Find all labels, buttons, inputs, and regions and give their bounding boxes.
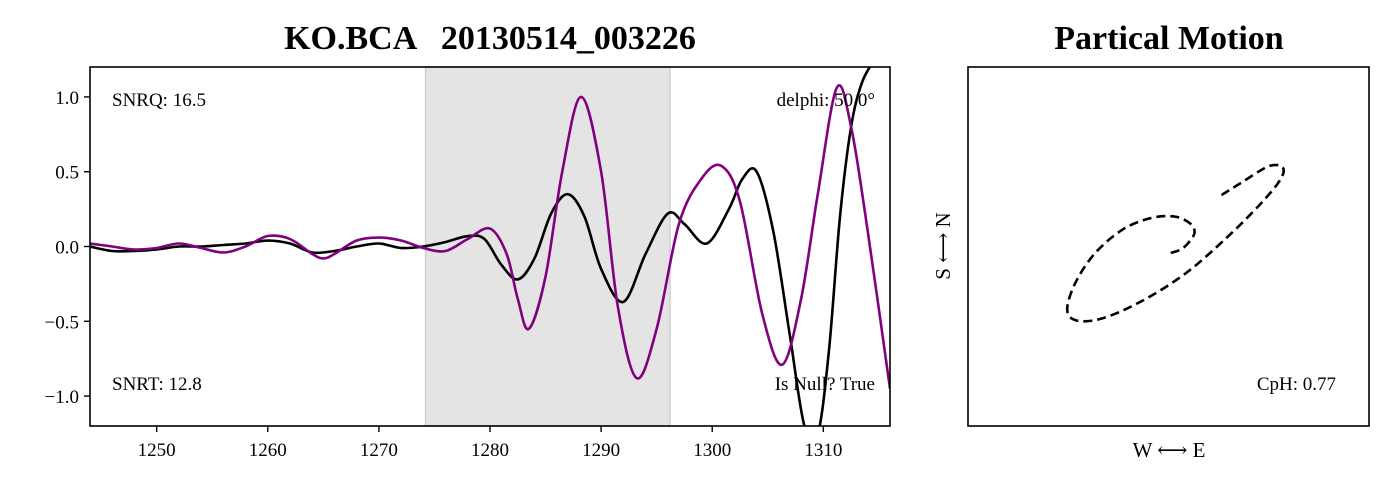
y-tick-label: 0.5 bbox=[55, 163, 79, 184]
x-tick-label: 1280 bbox=[471, 440, 509, 461]
snrt-label: SNRT: 12.8 bbox=[112, 374, 202, 395]
x-axis-label: W ⟷ E bbox=[1133, 438, 1206, 462]
x-tick-label: 1290 bbox=[582, 440, 620, 461]
waveform-series-purple bbox=[90, 84, 890, 389]
x-tick-label: 1270 bbox=[360, 440, 398, 461]
particle-motion-trace bbox=[1065, 163, 1286, 323]
snrq-label: SNRQ: 16.5 bbox=[112, 90, 206, 111]
waveform-panel: KO.BCA 20130514_003226 1250 1260 1270 1280 1… bbox=[45, 20, 891, 461]
cph-label: CpH: 0.77 bbox=[1257, 374, 1336, 395]
y-tick-label: −1.0 bbox=[45, 387, 79, 408]
y-tick-label: 0.0 bbox=[55, 238, 79, 259]
delphi-label: delphi: 50.0° bbox=[777, 90, 875, 111]
particle-motion-title: Partical Motion bbox=[1054, 20, 1284, 57]
is-null-label: Is Null? True bbox=[775, 374, 875, 395]
x-tick-label: 1300 bbox=[693, 440, 731, 461]
y-tick-label: −0.5 bbox=[45, 312, 79, 333]
waveform-title: KO.BCA 20130514_003226 bbox=[284, 20, 696, 57]
x-tick-label: 1260 bbox=[249, 440, 287, 461]
x-tick-label: 1250 bbox=[138, 440, 176, 461]
x-tick-label: 1310 bbox=[804, 440, 842, 461]
particle-motion-axes-frame bbox=[967, 66, 1370, 427]
y-tick-label: 1.0 bbox=[55, 88, 79, 109]
particle-motion-panel: Partical Motion W ⟷ E S ⟷ N CpH: 0.77 bbox=[931, 20, 1370, 462]
y-axis-label: S ⟷ N bbox=[931, 212, 955, 279]
